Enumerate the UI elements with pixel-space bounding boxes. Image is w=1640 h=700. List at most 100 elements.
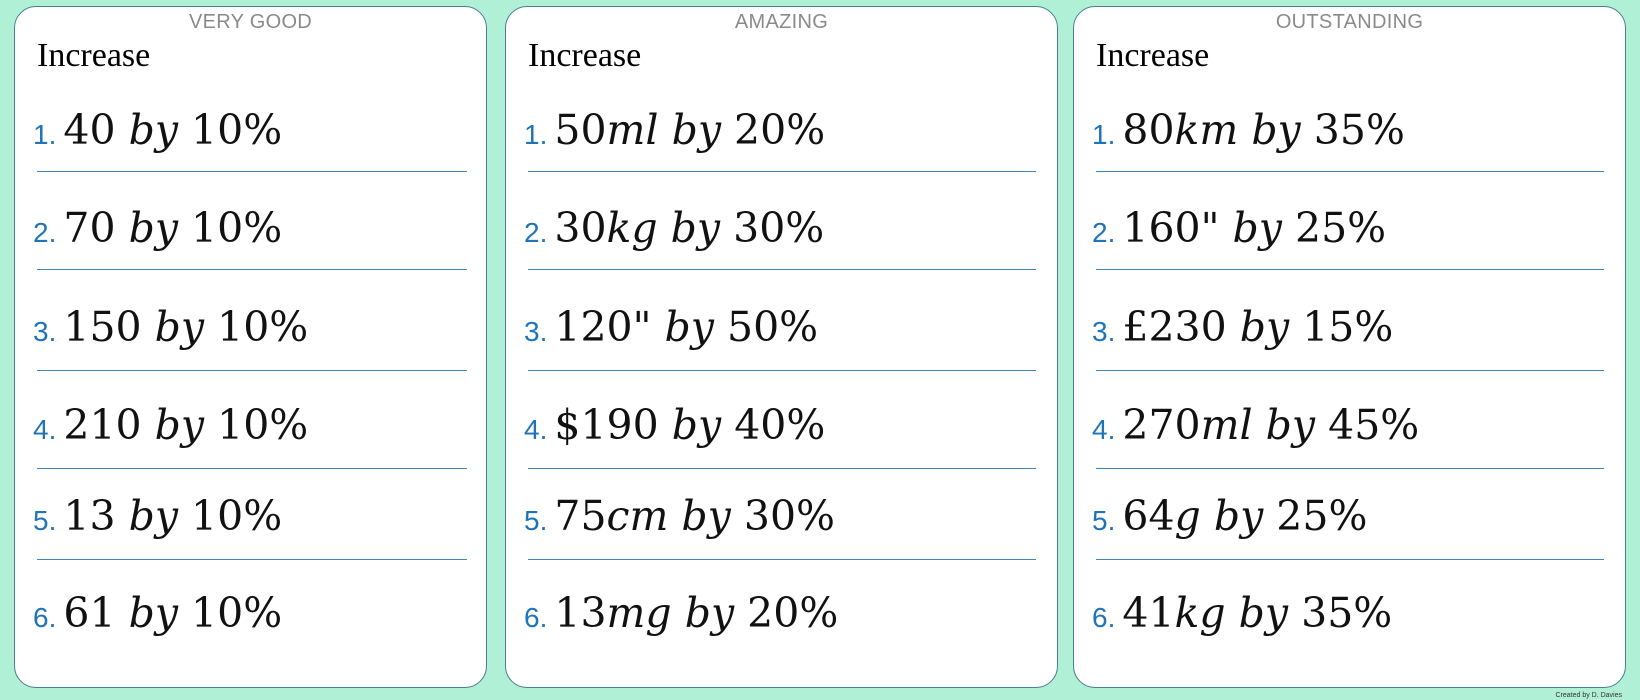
answer-line [1096, 468, 1604, 469]
question-by: by [1265, 401, 1316, 449]
question-by: by [671, 106, 721, 154]
card-level-label: VERY GOOD [188, 11, 313, 33]
question-amount: 160" [1122, 204, 1220, 252]
question-expression: 70 by 10% [63, 198, 282, 258]
question-number: 2. [1092, 217, 1116, 248]
question-expression: £230 by 15% [1122, 297, 1393, 357]
question-by: by [681, 492, 731, 540]
answer-line [37, 269, 467, 270]
question-expression: 50ml by 20% [554, 100, 825, 160]
answer-line [37, 468, 467, 469]
question-amount: 120" [554, 303, 652, 351]
question-by: by [1239, 303, 1290, 351]
question-by: by [1232, 204, 1282, 252]
card-amazing: AMAZING Increase 1. 50ml by 20% 2. 30kg by… [505, 6, 1058, 688]
question-expression: 61 by 10% [63, 583, 282, 643]
question-number: 2. [524, 217, 548, 248]
question-3: 3. 120" by 50% [524, 297, 818, 357]
question-number: 3. [524, 316, 548, 347]
question-percent: 30% [743, 492, 836, 540]
question-2: 2. 70 by 10% [33, 198, 282, 258]
question-expression: 13 by 10% [63, 486, 282, 546]
card-heading: Increase [528, 37, 642, 74]
question-expression: 64g by 25% [1122, 486, 1367, 546]
question-3: 3. 150 by 10% [33, 297, 308, 357]
question-percent: 40% [734, 401, 826, 449]
question-amount: 13 [554, 589, 607, 637]
question-by: by [684, 589, 735, 637]
question-number: 1. [1092, 119, 1116, 150]
question-amount: $190 [554, 401, 659, 449]
question-expression: 75cm by 30% [554, 486, 835, 546]
answer-line [37, 171, 467, 172]
question-amount: 80 [1122, 106, 1175, 154]
answer-line [1096, 559, 1604, 560]
question-by: by [1238, 589, 1289, 637]
question-by: by [128, 589, 178, 637]
question-number: 5. [1092, 505, 1116, 536]
card-heading: Increase [37, 37, 151, 74]
question-percent: 25% [1276, 492, 1368, 540]
question-amount: 41 [1122, 589, 1175, 637]
question-percent: 50% [727, 303, 819, 351]
answer-line [528, 269, 1036, 270]
question-expression: 80km by 35% [1122, 100, 1405, 160]
question-unit: kg [1174, 589, 1226, 637]
question-by: by [671, 401, 722, 449]
answer-line [37, 370, 467, 371]
question-amount: 75 [554, 492, 607, 540]
question-percent: 20% [734, 106, 826, 154]
question-number: 4. [33, 414, 57, 445]
question-6: 6. 41kg by 35% [1092, 583, 1392, 643]
answer-line [1096, 171, 1604, 172]
question-by: by [128, 204, 178, 252]
card-level-label: OUTSTANDING [1275, 11, 1424, 33]
question-4: 4. 210 by 10% [33, 395, 308, 455]
question-unit: ml [1200, 401, 1253, 449]
question-percent: 10% [217, 401, 309, 449]
question-percent: 15% [1302, 303, 1394, 351]
question-percent: 10% [191, 106, 283, 154]
question-amount: 270 [1122, 401, 1201, 449]
question-percent: 10% [191, 492, 283, 540]
question-5: 5. 75cm by 30% [524, 486, 835, 546]
question-number: 5. [33, 505, 57, 536]
question-unit: cm [606, 492, 669, 540]
question-6: 6. 13mg by 20% [524, 583, 838, 643]
question-number: 3. [1092, 316, 1116, 347]
question-amount: 50 [554, 106, 607, 154]
question-amount: 210 [63, 401, 142, 449]
answer-line [1096, 269, 1604, 270]
question-percent: 45% [1328, 401, 1420, 449]
question-unit: g [1174, 492, 1201, 540]
question-by: by [154, 303, 205, 351]
question-1: 1. 80km by 35% [1092, 100, 1405, 160]
question-amount: 61 [63, 589, 116, 637]
question-number: 6. [524, 602, 548, 633]
question-amount: 40 [63, 106, 116, 154]
question-number: 5. [524, 505, 548, 536]
question-expression: 210 by 10% [63, 395, 308, 455]
question-by: by [128, 492, 178, 540]
card-very-good: VERY GOOD Increase 1. 40 by 10% 2. 70 by 1… [14, 6, 487, 688]
question-number: 3. [33, 316, 57, 347]
question-amount: 64 [1122, 492, 1175, 540]
question-percent: 30% [733, 204, 825, 252]
card-level-label: AMAZING [734, 11, 829, 33]
question-amount: 30 [554, 204, 607, 252]
question-expression: 30kg by 30% [554, 198, 824, 258]
question-expression: 160" by 25% [1122, 198, 1386, 258]
question-by: by [128, 106, 178, 154]
question-3: 3. £230 by 15% [1092, 297, 1393, 357]
card-outstanding: OUTSTANDING Increase 1. 80km by 35% 2. 160… [1073, 6, 1626, 688]
question-number: 2. [33, 217, 57, 248]
question-unit: kg [606, 204, 658, 252]
question-number: 4. [524, 414, 548, 445]
question-amount: 150 [63, 303, 142, 351]
question-number: 4. [1092, 414, 1116, 445]
question-2: 2. 30kg by 30% [524, 198, 824, 258]
question-by: by [670, 204, 721, 252]
question-5: 5. 64g by 25% [1092, 486, 1367, 546]
question-4: 4. $190 by 40% [524, 395, 825, 455]
question-expression: 13mg by 20% [554, 583, 838, 643]
